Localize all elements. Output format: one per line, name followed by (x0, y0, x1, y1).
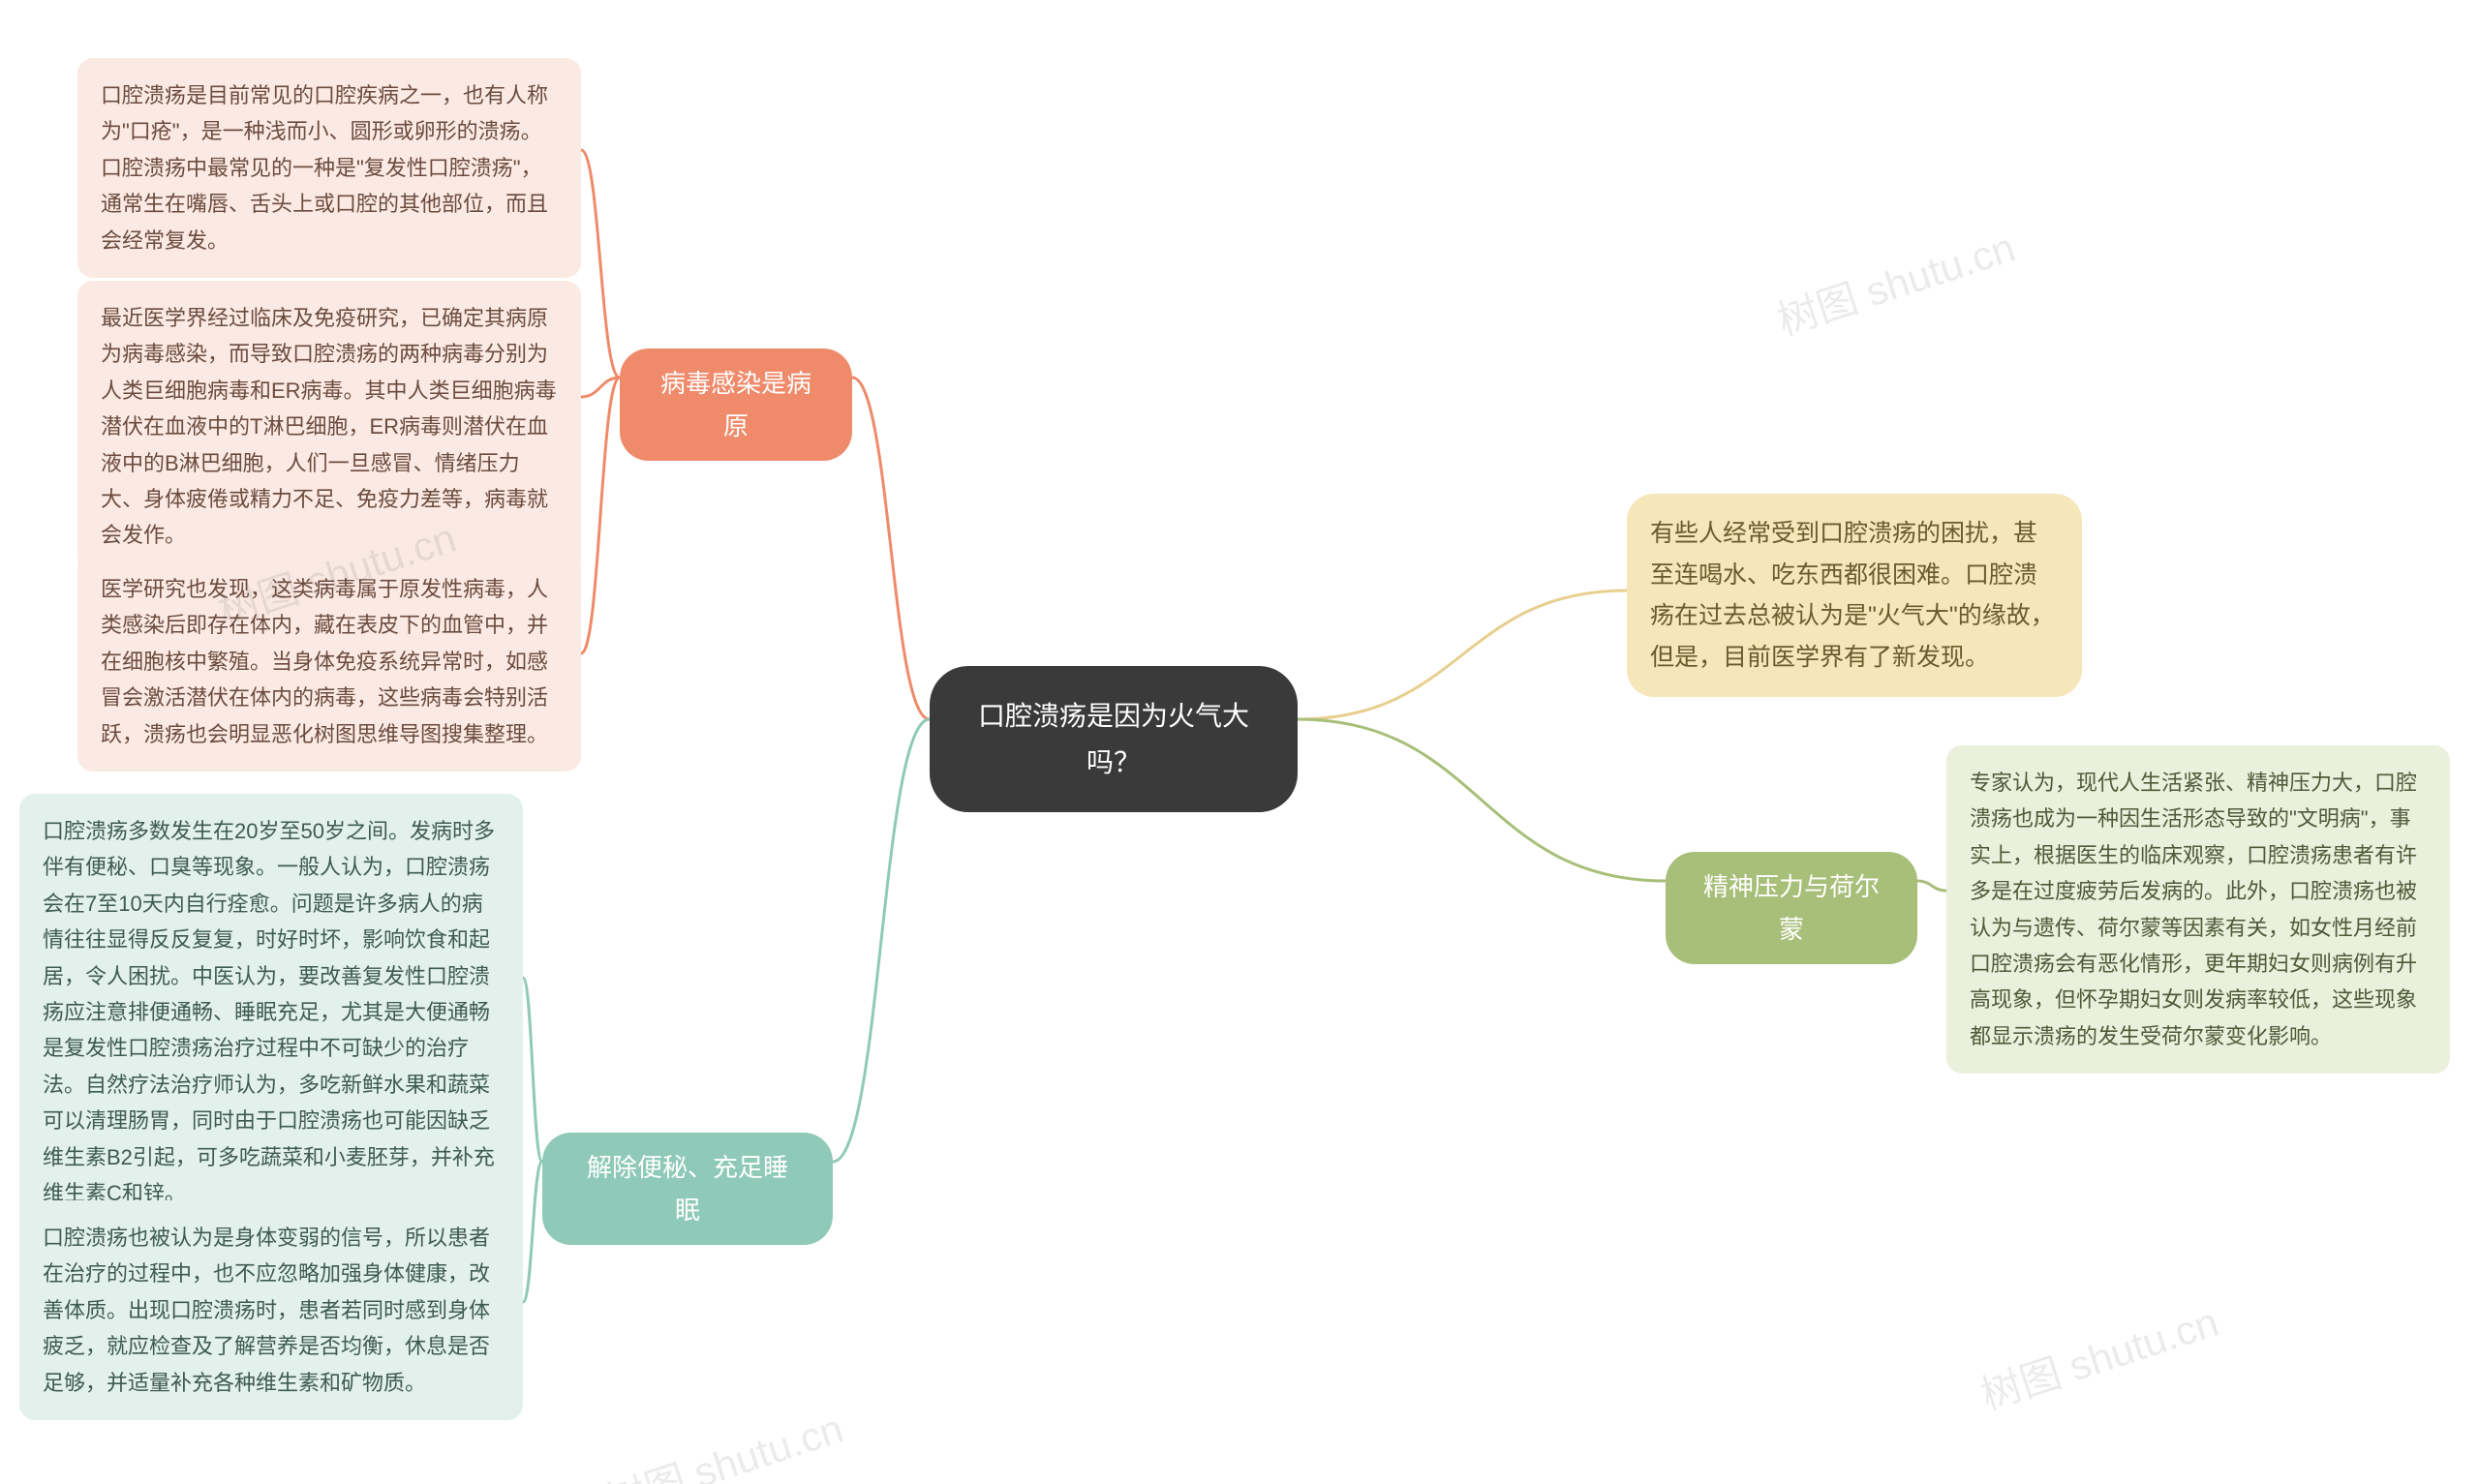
branch-virus[interactable]: 病毒感染是病原 (620, 348, 852, 461)
watermark: 树图 shutu.cn (1973, 1289, 2225, 1422)
watermark: 树图 shutu.cn (1769, 215, 2022, 348)
leaf-virus-1[interactable]: 最近医学界经过临床及免疫研究，已确定其病原为病毒感染，而导致口腔溃疡的两种病毒分… (77, 281, 581, 573)
leaf-virus-0[interactable]: 口腔溃疡是目前常见的口腔疾病之一，也有人称为"口疮"，是一种浅而小、圆形或卵形的… (77, 58, 581, 278)
intro-leaf[interactable]: 有些人经常受到口腔溃疡的困扰，甚至连喝水、吃东西都很困难。口腔溃疡在过去总被认为… (1627, 494, 2082, 697)
branch-stress[interactable]: 精神压力与荷尔蒙 (1666, 852, 1917, 964)
leaf-sleep-0[interactable]: 口腔溃疡多数发生在20岁至50岁之间。发病时多伴有便秘、口臭等现象。一般人认为，… (19, 794, 523, 1230)
center-node[interactable]: 口腔溃疡是因为火气大吗？ (930, 666, 1298, 812)
branch-sleep[interactable]: 解除便秘、充足睡眠 (542, 1133, 833, 1245)
leaf-virus-2[interactable]: 医学研究也发现，这类病毒属于原发性病毒，人类感染后即存在体内，藏在表皮下的血管中… (77, 552, 581, 772)
watermark: 树图 shutu.cn (597, 1396, 850, 1484)
leaf-sleep-1[interactable]: 口腔溃疡也被认为是身体变弱的信号，所以患者在治疗的过程中，也不应忽略加强身体健康… (19, 1200, 523, 1420)
mindmap-canvas: 口腔溃疡是因为火气大吗？ 病毒感染是病原口腔溃疡是目前常见的口腔疾病之一，也有人称… (0, 0, 2479, 1484)
leaf-stress-0[interactable]: 专家认为，现代人生活紧张、精神压力大，口腔溃疡也成为一种因生活形态导致的"文明病… (1946, 745, 2450, 1074)
